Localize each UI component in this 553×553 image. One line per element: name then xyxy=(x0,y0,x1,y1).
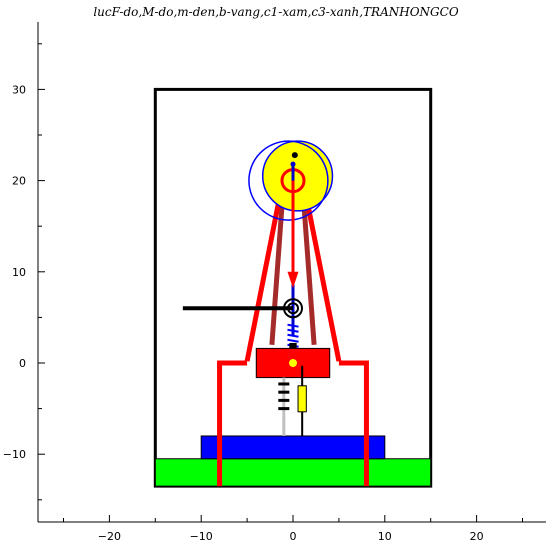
x-ticks: −20 −10 0 10 20 xyxy=(63,515,523,543)
ground-block xyxy=(154,458,432,487)
spring-coil xyxy=(287,333,299,338)
y-tick-label: 10 xyxy=(12,266,26,279)
x-tick-label: −20 xyxy=(98,530,121,543)
y-tick-label: 20 xyxy=(12,175,26,188)
y-tick-label: 0 xyxy=(19,357,26,370)
arm-ring-inner xyxy=(287,302,299,315)
x-tick-label: −10 xyxy=(190,530,213,543)
mechanism-drawing xyxy=(153,87,433,488)
pivot-top-dot xyxy=(291,152,298,159)
damper-left xyxy=(278,377,290,436)
y-ticks: 30 20 10 0 −10 xyxy=(3,43,45,501)
arm-ring-outer xyxy=(283,298,303,319)
spring-coil xyxy=(287,338,299,343)
x-tick-label: 0 xyxy=(290,530,297,543)
y-tick-label: 30 xyxy=(12,83,26,96)
red-cable-left xyxy=(244,175,287,362)
pivot-mid-dot xyxy=(290,161,296,167)
spring-coil xyxy=(287,323,299,328)
figure-title: lucF-do,M-do,m-den,b-vang,c1-xam,c3-xanh… xyxy=(93,5,458,19)
base-block xyxy=(200,435,386,460)
pulley-yellow-disc xyxy=(261,140,334,212)
x-tick-label: 10 xyxy=(378,530,392,543)
damper-right-cylinder xyxy=(297,385,307,413)
platform-dot xyxy=(287,357,299,369)
pulley-blue-circle xyxy=(248,140,329,221)
spring-coil xyxy=(287,328,299,333)
damper-right xyxy=(297,365,307,436)
x-tick-label: 20 xyxy=(470,530,484,543)
force-arrow-head xyxy=(287,271,299,289)
y-tick-label: −10 xyxy=(3,448,26,461)
right-leg xyxy=(338,360,369,487)
left-leg xyxy=(217,360,248,487)
